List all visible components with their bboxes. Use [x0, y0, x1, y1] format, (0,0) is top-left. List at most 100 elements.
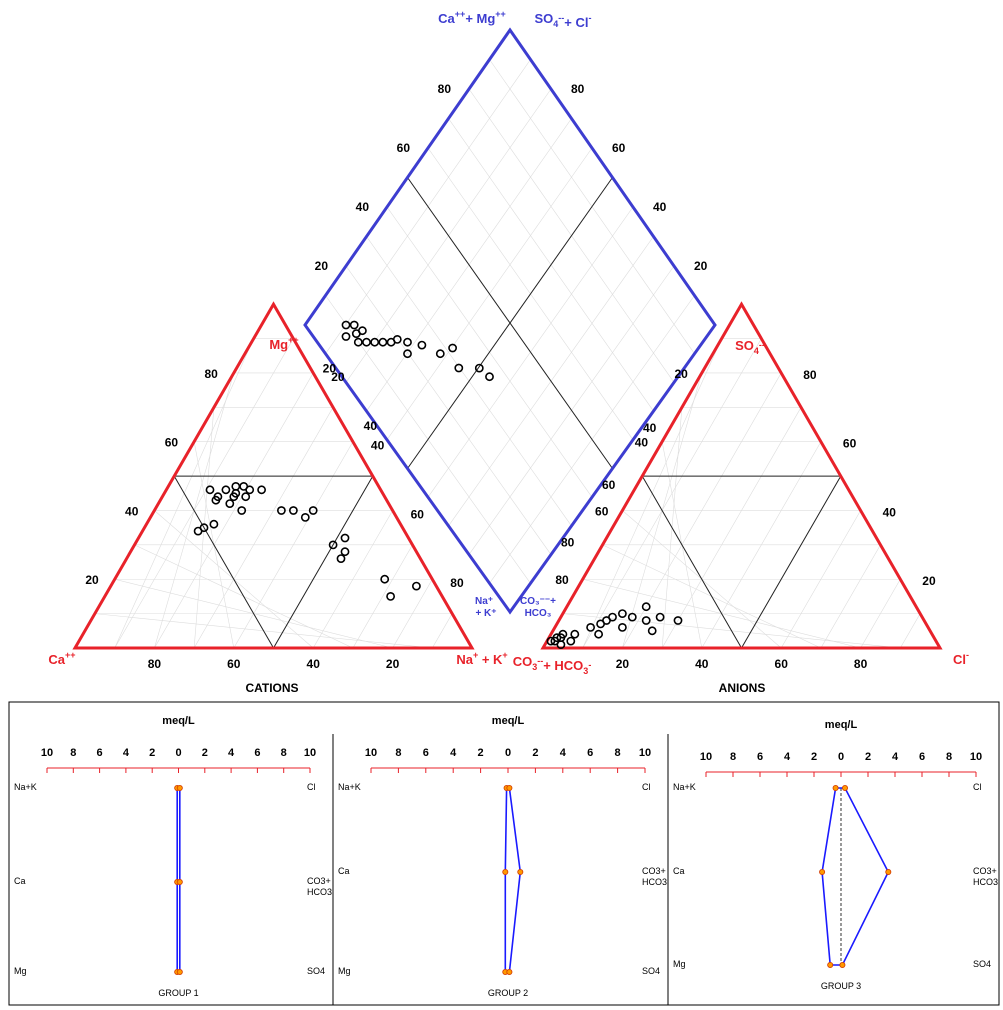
anion-hco3-label: CO3--+ HCO3-: [513, 654, 592, 676]
stiff-scale-tick-label: 6: [254, 747, 260, 759]
stiff-left-label: Ca: [673, 866, 685, 876]
cation-sample-point: [386, 592, 395, 601]
stiff-scale-tick-label: 0: [175, 747, 181, 759]
cation-gridline: [432, 613, 453, 649]
anion-right-tick: 60: [843, 437, 857, 451]
diamond-sample-point: [353, 337, 363, 347]
stiff-scale-tick-label: 2: [532, 747, 538, 759]
anion-sample-point: [558, 629, 568, 639]
cation-sample-point: [276, 506, 286, 515]
cations-title: CATIONS: [245, 681, 298, 695]
anion-gridline: [900, 613, 921, 649]
stiff-marker: [502, 869, 509, 876]
stiff-left-label: Na+K: [14, 782, 37, 792]
anion-so4-label: SO4--: [735, 338, 765, 356]
stiff-right-label: HCO3: [973, 877, 998, 887]
anion-bottom-tick: 20: [616, 657, 630, 671]
cation-mid-line: [173, 475, 274, 649]
stiff-marker: [832, 785, 839, 792]
stiff-marker: [506, 785, 513, 792]
stiff-marker: [839, 962, 846, 969]
anion-gridline: [780, 510, 861, 649]
stiff-panel-3: meq/L 10 8 6 4 2 0 2 4 6 8 10 Na+K Ca Mg Cl CO3+HCO3 SO4 G…: [667, 719, 998, 1005]
stiff-scale-tick-label: 2: [478, 747, 484, 759]
stiff-group-label: GROUP 1: [158, 988, 198, 998]
anion-mid-line: [641, 475, 742, 649]
stiff-scale-tick-label: 8: [281, 747, 287, 759]
cation-left-tick: 80: [204, 367, 218, 381]
anion-gridline: [860, 579, 901, 649]
diamond-upper-right-tick: 40: [653, 200, 667, 214]
stiff-scale-tick-label: 4: [228, 747, 235, 759]
anion-sample-point: [556, 640, 566, 649]
anion-cl-label: Cl-: [953, 650, 969, 667]
stiff-marker: [842, 785, 849, 792]
stiff-scale-tick-label: 2: [811, 751, 817, 763]
stiff-shape: [821, 787, 890, 966]
stiff-scale-tick-label: 4: [123, 747, 130, 759]
cation-sample-point: [300, 513, 310, 522]
diamond-upper-left-tick: 20: [315, 259, 329, 273]
anion-sample-point: [608, 612, 617, 622]
anion-right-tick: 20: [922, 574, 936, 588]
anion-sample-point: [618, 609, 627, 618]
stiff-scale-tick-label: 2: [865, 751, 871, 763]
cation-sample-point: [225, 499, 235, 508]
diamond-hco3-label: HCO₃: [525, 608, 552, 619]
cation-bottom-tick: 80: [148, 657, 162, 671]
stiff-left-label: Ca: [338, 866, 350, 876]
cation-left-tick: 20: [85, 573, 99, 587]
stiff-marker: [517, 869, 524, 876]
stiff-scale-tick-label: 10: [41, 747, 53, 759]
stiff-right-label: Cl: [642, 782, 651, 792]
stiff-scale-tick-label: 10: [639, 747, 651, 759]
stiff-scale-tick-label: 8: [946, 751, 952, 763]
cation-mid-line: [273, 475, 374, 649]
diamond-lower-right-tick: 60: [602, 478, 616, 492]
stiff-scale-tick-label: 0: [838, 751, 844, 763]
diamond-nak-label-2: + K⁺: [475, 608, 496, 619]
stiff-right-label: HCO3: [642, 877, 667, 887]
diamond-outline: [303, 27, 717, 615]
diamond-sample-point: [357, 326, 367, 336]
anion-gridline: [661, 407, 802, 649]
stiff-marker: [819, 869, 826, 876]
cation-gridline: [392, 579, 433, 649]
diamond-sample-point: [378, 337, 388, 347]
cation-ca-label: Ca++: [48, 650, 75, 667]
anion-bottom-tick: 60: [775, 657, 789, 671]
diamond-sample-point: [403, 337, 412, 347]
stiff-right-label: SO4: [973, 959, 991, 969]
cation-sample-point: [411, 581, 421, 591]
diamond-sample-point: [349, 320, 359, 330]
anion-sample-point: [673, 616, 683, 625]
stiff-scale-tick-label: 10: [304, 747, 316, 759]
stiff-scale-tick-label: 6: [757, 751, 763, 763]
cation-bottom-tick: 40: [307, 657, 321, 671]
diamond-sample-point: [403, 349, 412, 359]
diamond-sample-point: [392, 334, 402, 344]
cation-sample-point: [221, 485, 231, 495]
stiff-right-label: Cl: [307, 782, 316, 792]
anion-gridline: [622, 372, 782, 649]
cation-mg-label: Mg++: [269, 335, 298, 352]
diamond-sample-point: [362, 337, 371, 347]
cation-sample-point: [205, 485, 215, 495]
anion-left-tick: 40: [635, 436, 649, 450]
stiff-marker: [176, 785, 183, 792]
stiff-right-label: Cl: [973, 782, 982, 792]
anion-left-tick: 60: [595, 504, 609, 518]
piper-grid: [94, 59, 921, 649]
stiff-shape: [504, 787, 522, 973]
stiff-scale-tick-label: 6: [587, 747, 593, 759]
cation-sample-point: [199, 523, 209, 533]
stiff-scale-tick-label: 4: [892, 751, 899, 763]
stiff-scale-tick-label: 10: [365, 747, 377, 759]
cation-sample-point: [209, 519, 219, 529]
diamond-sample-point: [448, 343, 457, 353]
stiff-left-label: Na+K: [338, 782, 361, 792]
stiff-right-label: SO4: [307, 966, 325, 976]
stiff-scale-tick-label: 2: [149, 747, 155, 759]
stiff-scale-tick-label: 8: [70, 747, 76, 759]
